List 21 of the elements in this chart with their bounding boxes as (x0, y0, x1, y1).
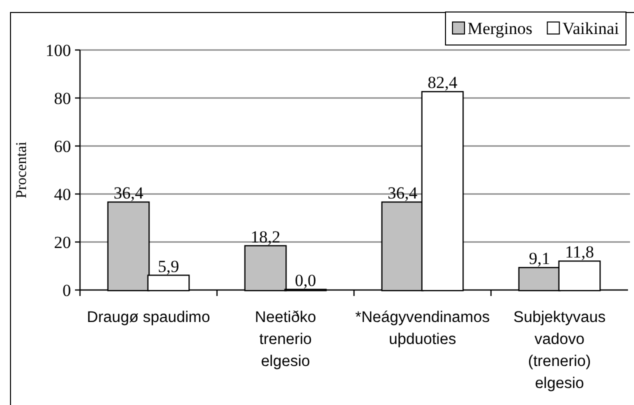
x-tick-label: Subjektyvaus vadovo (trenerio) elgesio (513, 309, 606, 392)
y-tick-label: 100 (46, 40, 71, 60)
legend-label: Vaikinai (562, 19, 620, 38)
data-label: 36,4 (388, 184, 418, 203)
x-tick-label: Draugø spaudimo (86, 309, 210, 326)
y-tick-label: 60 (54, 136, 71, 156)
x-tick-label: Neetiðko trenerio elgesio (254, 309, 316, 370)
legend-label: Merginos (467, 19, 532, 38)
y-tick-label: 80 (54, 88, 71, 108)
data-label: 18,2 (250, 227, 280, 246)
x-tick-label: *Neágyvendinamos uþduoties (355, 309, 490, 348)
data-label: 11,8 (564, 242, 594, 262)
data-label: 5,9 (158, 256, 180, 276)
y-tick-label: 0 (62, 280, 71, 300)
y-tick-label: 20 (54, 232, 71, 252)
data-label: 36,4 (114, 184, 144, 203)
data-label: 0,0 (294, 271, 316, 290)
data-label: 82,4 (428, 73, 458, 92)
y-tick-label: 40 (54, 184, 71, 204)
data-label: 9,1 (528, 249, 550, 268)
y-axis-title: Procentai (14, 142, 30, 198)
